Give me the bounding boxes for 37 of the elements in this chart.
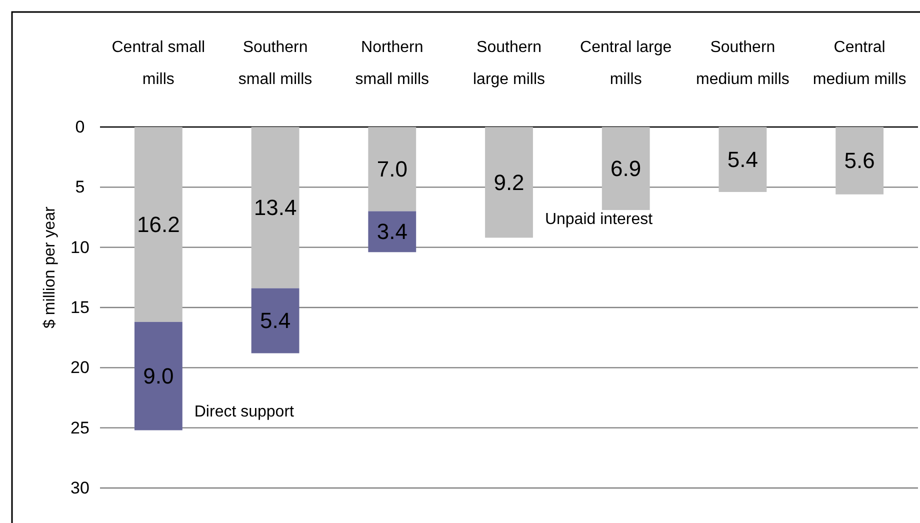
data-label: 5.4 xyxy=(727,146,758,172)
x-tick-label: Central medium mills xyxy=(812,39,906,88)
bar xyxy=(485,127,533,238)
x-tick-label: Southern large mills xyxy=(472,39,546,88)
data-label: 16.2 xyxy=(137,212,180,237)
series-label: Direct support xyxy=(194,404,295,421)
y-tick-label: 20 xyxy=(70,358,90,378)
x-tick-label: Northern small mills xyxy=(355,39,430,88)
data-label: 5.4 xyxy=(260,308,291,334)
data-label: 9.0 xyxy=(143,364,174,389)
data-label: 13.4 xyxy=(254,195,297,220)
series-label: Unpaid interest xyxy=(544,211,654,228)
y-axis-title: $ million per year xyxy=(42,206,58,328)
data-label: 7.0 xyxy=(376,156,408,182)
y-tick-label: 30 xyxy=(70,478,90,498)
x-tick-label: Central large mills xyxy=(580,39,672,88)
y-tick-label: 0 xyxy=(75,118,85,136)
bar xyxy=(368,127,416,212)
bar xyxy=(134,127,182,322)
bar xyxy=(251,127,300,288)
y-tick-label: 5 xyxy=(75,178,85,197)
y-tick-label: 10 xyxy=(70,238,90,257)
bar xyxy=(602,127,650,210)
data-label: 5.6 xyxy=(844,148,875,174)
bar xyxy=(718,127,767,192)
bar xyxy=(251,288,300,354)
bar xyxy=(134,322,182,430)
data-label: 3.4 xyxy=(376,219,408,244)
y-tick-label: 25 xyxy=(70,418,90,438)
data-label: 6.9 xyxy=(610,156,642,182)
x-tick-label: Southern small mills xyxy=(238,39,312,88)
bar xyxy=(368,211,416,252)
x-tick-label: Central small mills xyxy=(112,39,206,88)
x-tick-label: Southern medium mills xyxy=(696,39,790,88)
bar xyxy=(836,127,884,194)
data-label: 9.2 xyxy=(494,170,524,195)
y-tick-label: 15 xyxy=(70,298,90,317)
